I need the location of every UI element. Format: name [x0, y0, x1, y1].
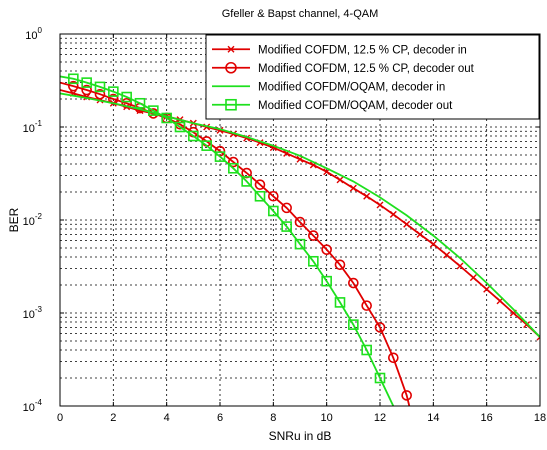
square-marker — [214, 151, 226, 162]
circle-marker — [268, 190, 279, 202]
x-tick-label: 10 — [321, 412, 333, 424]
x-marker — [336, 176, 344, 184]
square-marker — [201, 140, 212, 151]
square-marker — [374, 372, 386, 384]
x-tick-label: 6 — [217, 412, 223, 424]
x-marker — [456, 262, 464, 270]
legend: Modified COFDM, 12.5 % CP, decoder in Mod… — [205, 34, 540, 120]
square-marker — [334, 297, 346, 308]
square-marker — [225, 98, 237, 111]
circle-marker — [281, 202, 292, 214]
square-marker — [321, 275, 332, 287]
x-tick-label: 8 — [270, 412, 276, 424]
x-tick-label: 0 — [57, 412, 63, 424]
x-tick-label: 16 — [481, 412, 493, 424]
circle-marker — [254, 179, 266, 190]
circle-marker — [81, 84, 92, 96]
legend-entry: Modified COFDM/OQAM, decoder out — [212, 98, 453, 112]
legend-entry: Modified COFDM, 12.5 % CP, decoder out — [212, 61, 475, 75]
series-line — [60, 75, 395, 406]
series-4 — [60, 73, 395, 406]
square-marker — [108, 86, 119, 97]
square-marker — [81, 77, 92, 88]
square-marker — [148, 105, 159, 116]
legend-label: Modified COFDM/OQAM, decoder out — [258, 100, 453, 112]
y-tick-label: 10-4 — [23, 398, 43, 414]
square-marker — [121, 91, 132, 103]
x-marker — [227, 45, 235, 53]
legend-entry: Modified COFDM/OQAM, decoder in — [212, 81, 445, 93]
circle-marker — [308, 230, 319, 241]
circle-marker — [321, 244, 332, 255]
series-1 — [60, 89, 540, 341]
square-marker — [161, 112, 172, 124]
square-marker — [94, 81, 106, 93]
square-marker — [174, 121, 186, 133]
x-tick-label: 4 — [164, 412, 170, 424]
square-marker — [308, 255, 319, 267]
series-2 — [60, 80, 412, 406]
x-marker — [523, 321, 531, 329]
x-marker — [429, 240, 437, 248]
x-marker — [363, 192, 371, 200]
square-marker — [281, 221, 292, 232]
x-axis-label: SNRu in dB — [269, 429, 332, 443]
circle-marker — [334, 259, 346, 271]
series-line — [60, 92, 540, 338]
square-marker — [254, 190, 266, 202]
square-marker — [228, 162, 239, 174]
y-tick-label: 10-2 — [23, 212, 43, 228]
circle-marker — [121, 97, 132, 109]
square-marker — [188, 130, 199, 142]
circle-marker — [388, 352, 399, 364]
legend-entry: Modified COFDM, 12.5 % CP, decoder in — [212, 44, 467, 56]
circle-marker — [228, 156, 239, 168]
circle-marker — [361, 300, 372, 311]
x-tick-label: 14 — [427, 412, 439, 424]
circle-marker — [348, 277, 359, 289]
x-marker — [443, 251, 451, 259]
series-group — [60, 73, 540, 406]
x-marker — [483, 285, 491, 293]
circle-marker — [68, 80, 79, 92]
square-marker — [268, 205, 279, 217]
x-marker — [469, 274, 477, 282]
circle-marker — [401, 390, 412, 401]
circle-marker — [94, 88, 106, 100]
square-marker — [134, 97, 146, 109]
square-marker — [68, 73, 79, 85]
legend-box — [205, 34, 540, 120]
y-tick-label: 100 — [25, 26, 42, 42]
x-tick-label: 12 — [374, 412, 386, 424]
square-marker — [361, 344, 372, 356]
square-marker — [348, 319, 359, 330]
circle-marker — [294, 216, 306, 228]
x-marker — [389, 210, 397, 218]
series-line — [60, 81, 411, 406]
plot-frame — [59, 33, 541, 407]
x-marker — [416, 230, 424, 238]
series-3 — [60, 92, 540, 338]
x-marker — [376, 201, 384, 209]
legend-label: Modified COFDM, 12.5 % CP, decoder in — [258, 44, 467, 56]
circle-marker — [225, 61, 237, 74]
y-tick-label: 10-1 — [23, 119, 43, 135]
circle-marker — [374, 322, 386, 333]
chart-title: Gfeller & Bapst channel, 4-QAM — [222, 8, 379, 20]
square-marker — [294, 238, 306, 250]
legend-label: Modified COFDM, 12.5 % CP, decoder out — [258, 63, 475, 75]
y-tick-label: 10-3 — [23, 305, 43, 321]
x-tick-labels: 0 2 4 6 8 10 12 14 16 18 — [57, 34, 546, 424]
x-marker — [403, 220, 411, 228]
x-marker — [349, 184, 357, 192]
x-tick-label: 18 — [534, 412, 546, 424]
x-tick-label: 2 — [110, 412, 116, 424]
square-marker — [241, 176, 252, 187]
y-axis-label: BER — [7, 207, 21, 232]
legend-label: Modified COFDM/OQAM, decoder in — [258, 81, 445, 93]
